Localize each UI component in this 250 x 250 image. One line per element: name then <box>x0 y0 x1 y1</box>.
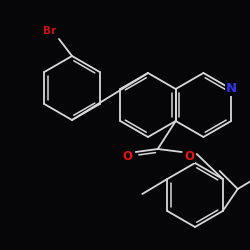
Text: O: O <box>185 150 195 162</box>
Text: Br: Br <box>44 26 57 36</box>
Text: O: O <box>123 150 133 162</box>
Text: N: N <box>226 82 237 96</box>
